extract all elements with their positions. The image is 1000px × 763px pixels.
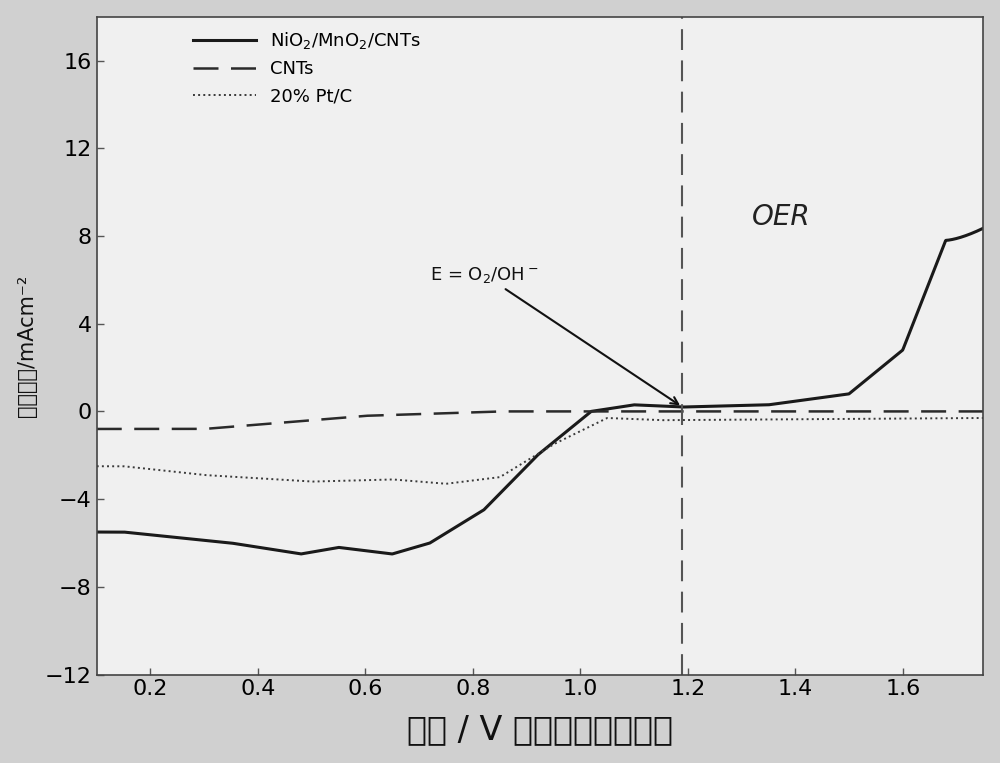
Line: CNTs: CNTs — [97, 411, 983, 429]
Line: NiO$_2$/MnO$_2$/CNTs: NiO$_2$/MnO$_2$/CNTs — [97, 228, 983, 554]
CNTs — [952, 407, 964, 416]
20% Pt/C — [789, 415, 801, 424]
NiO$_2$/MnO$_2$/CNTs — [952, 233, 964, 243]
20% Pt/C — [977, 414, 989, 423]
Legend: NiO$_2$/MnO$_2$/CNTs, CNTs, 20% Pt/C: NiO$_2$/MnO$_2$/CNTs, CNTs, 20% Pt/C — [185, 23, 428, 113]
Text: E = O$_2$/OH$^-$: E = O$_2$/OH$^-$ — [430, 265, 678, 404]
20% Pt/C — [499, 469, 511, 478]
NiO$_2$/MnO$_2$/CNTs — [977, 224, 989, 233]
Text: OER: OER — [752, 203, 811, 231]
CNTs — [952, 407, 964, 416]
Y-axis label: 电流密度/mAcm⁻²: 电流密度/mAcm⁻² — [17, 275, 37, 417]
CNTs — [91, 424, 103, 433]
NiO$_2$/MnO$_2$/CNTs — [499, 484, 511, 493]
X-axis label: 电压 / V 相对于可逆氢电极: 电压 / V 相对于可逆氢电极 — [407, 713, 673, 746]
CNTs — [789, 407, 801, 416]
CNTs — [522, 407, 534, 416]
NiO$_2$/MnO$_2$/CNTs — [386, 549, 398, 559]
20% Pt/C — [952, 414, 964, 423]
CNTs — [136, 424, 148, 433]
NiO$_2$/MnO$_2$/CNTs — [789, 397, 801, 406]
CNTs — [499, 407, 511, 416]
20% Pt/C — [91, 462, 103, 471]
20% Pt/C — [440, 479, 452, 488]
NiO$_2$/MnO$_2$/CNTs — [522, 460, 534, 469]
Line: 20% Pt/C: 20% Pt/C — [97, 418, 983, 484]
NiO$_2$/MnO$_2$/CNTs — [91, 527, 103, 536]
NiO$_2$/MnO$_2$/CNTs — [952, 233, 964, 243]
20% Pt/C — [952, 414, 964, 423]
CNTs — [494, 407, 506, 416]
CNTs — [977, 407, 989, 416]
NiO$_2$/MnO$_2$/CNTs — [136, 530, 148, 539]
20% Pt/C — [136, 464, 148, 473]
20% Pt/C — [522, 456, 534, 465]
